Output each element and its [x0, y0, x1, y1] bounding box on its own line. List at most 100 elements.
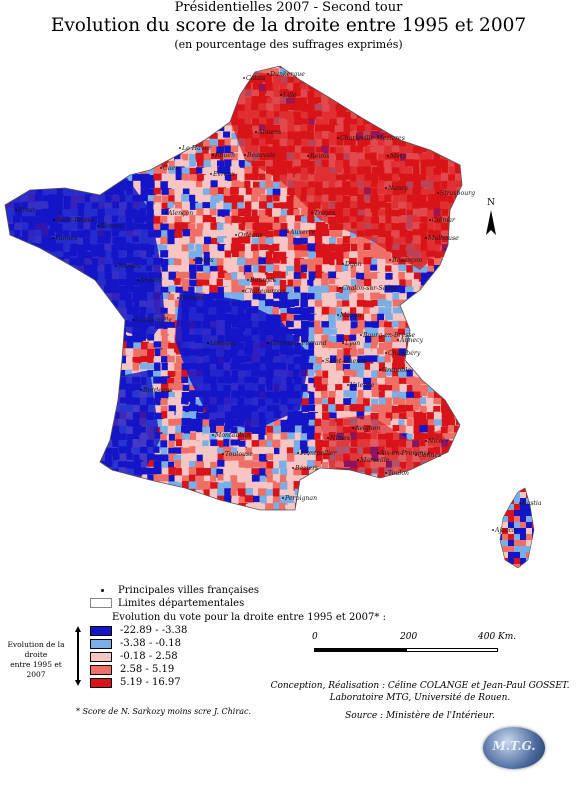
commune-cell [168, 160, 175, 169]
commune-cell [455, 292, 462, 300]
commune-cell [55, 453, 66, 461]
commune-cell [167, 229, 176, 238]
commune-cell [112, 69, 123, 77]
commune-cell [448, 258, 457, 266]
commune-cell [160, 118, 167, 127]
commune-cell [384, 377, 395, 385]
commune-cell [5, 496, 11, 503]
commune-cell [502, 522, 508, 528]
commune-cell [182, 236, 192, 243]
commune-cell [468, 166, 477, 175]
city-label: Montpellier [299, 450, 338, 457]
commune-cell [42, 285, 52, 293]
commune-cell [406, 426, 415, 435]
commune-cell [21, 83, 31, 92]
commune-cell [63, 167, 73, 175]
commune-cell [27, 180, 38, 187]
commune-cell [258, 300, 268, 309]
commune-cell [420, 511, 427, 518]
commune-cell [42, 139, 50, 147]
commune-cell [34, 412, 44, 423]
commune-cell [56, 404, 63, 413]
commune-cell [84, 377, 93, 387]
commune-cell [342, 376, 350, 383]
commune-cell [405, 286, 415, 297]
commune-cell [286, 447, 296, 456]
commune-cell [336, 341, 344, 348]
commune-cell [6, 489, 16, 497]
commune-cell [335, 264, 344, 274]
commune-cell [20, 286, 27, 294]
commune-cell [286, 510, 295, 518]
commune-cell [391, 68, 399, 75]
commune-cell [160, 167, 167, 175]
commune-cell [224, 138, 234, 146]
commune-cell [286, 495, 295, 504]
commune-cell [321, 335, 329, 345]
commune-cell [259, 446, 267, 453]
commune-cell [48, 292, 56, 301]
commune-cell [70, 159, 77, 168]
commune-cell [14, 83, 23, 91]
commune-cell [168, 285, 178, 292]
commune-cell [461, 124, 462, 135]
commune-cell [126, 475, 134, 484]
commune-cell [105, 509, 114, 510]
commune-cell [13, 145, 21, 154]
commune-cell [77, 174, 87, 185]
commune-cell [328, 474, 337, 484]
commune-cell [238, 292, 246, 303]
commune-cell [167, 355, 175, 365]
commune-cell [371, 97, 380, 105]
commune-cell [140, 349, 151, 358]
commune-cell [70, 66, 78, 70]
commune-cell [461, 118, 462, 128]
city-dot [352, 427, 354, 429]
commune-cell [343, 390, 351, 398]
commune-cell [308, 299, 316, 308]
commune-cell [420, 362, 427, 370]
commune-cell [90, 432, 101, 441]
commune-cell [433, 376, 441, 386]
commune-cell [98, 321, 107, 329]
commune-cell [48, 447, 57, 456]
commune-cell [5, 502, 9, 510]
commune-cell [349, 411, 357, 421]
commune-cell [231, 89, 241, 97]
commune-cell [350, 69, 357, 77]
commune-cell [273, 271, 282, 282]
commune-cell [168, 342, 177, 353]
commune-cell [433, 300, 442, 307]
commune-cell [42, 300, 52, 309]
commune-cell [160, 398, 168, 405]
commune-cell [98, 341, 109, 351]
commune-cell [209, 201, 220, 209]
commune-cell [280, 299, 291, 309]
commune-cell [7, 363, 15, 372]
commune-cell [111, 174, 119, 182]
commune-cell [28, 460, 36, 467]
commune-cell [76, 495, 85, 504]
commune-cell [223, 481, 233, 492]
commune-cell [441, 370, 451, 380]
commune-cell [328, 285, 339, 293]
commune-cell [392, 292, 401, 302]
city-dot [247, 279, 249, 281]
commune-cell [392, 503, 400, 510]
commune-cell [167, 118, 177, 126]
commune-cell [377, 299, 387, 307]
commune-cell [294, 461, 304, 471]
commune-cell [49, 327, 59, 338]
commune-cell [41, 503, 51, 510]
commune-cell [91, 467, 101, 475]
commune-cell [392, 125, 403, 134]
commune-cell [160, 405, 168, 416]
commune-cell [328, 320, 336, 329]
commune-cell [154, 90, 165, 97]
commune-cell [118, 131, 127, 139]
commune-cell [146, 488, 155, 497]
commune-cell [1, 511, 7, 520]
city-label: Cannes [418, 452, 441, 459]
commune-cell [69, 90, 79, 100]
commune-cell [272, 68, 280, 76]
